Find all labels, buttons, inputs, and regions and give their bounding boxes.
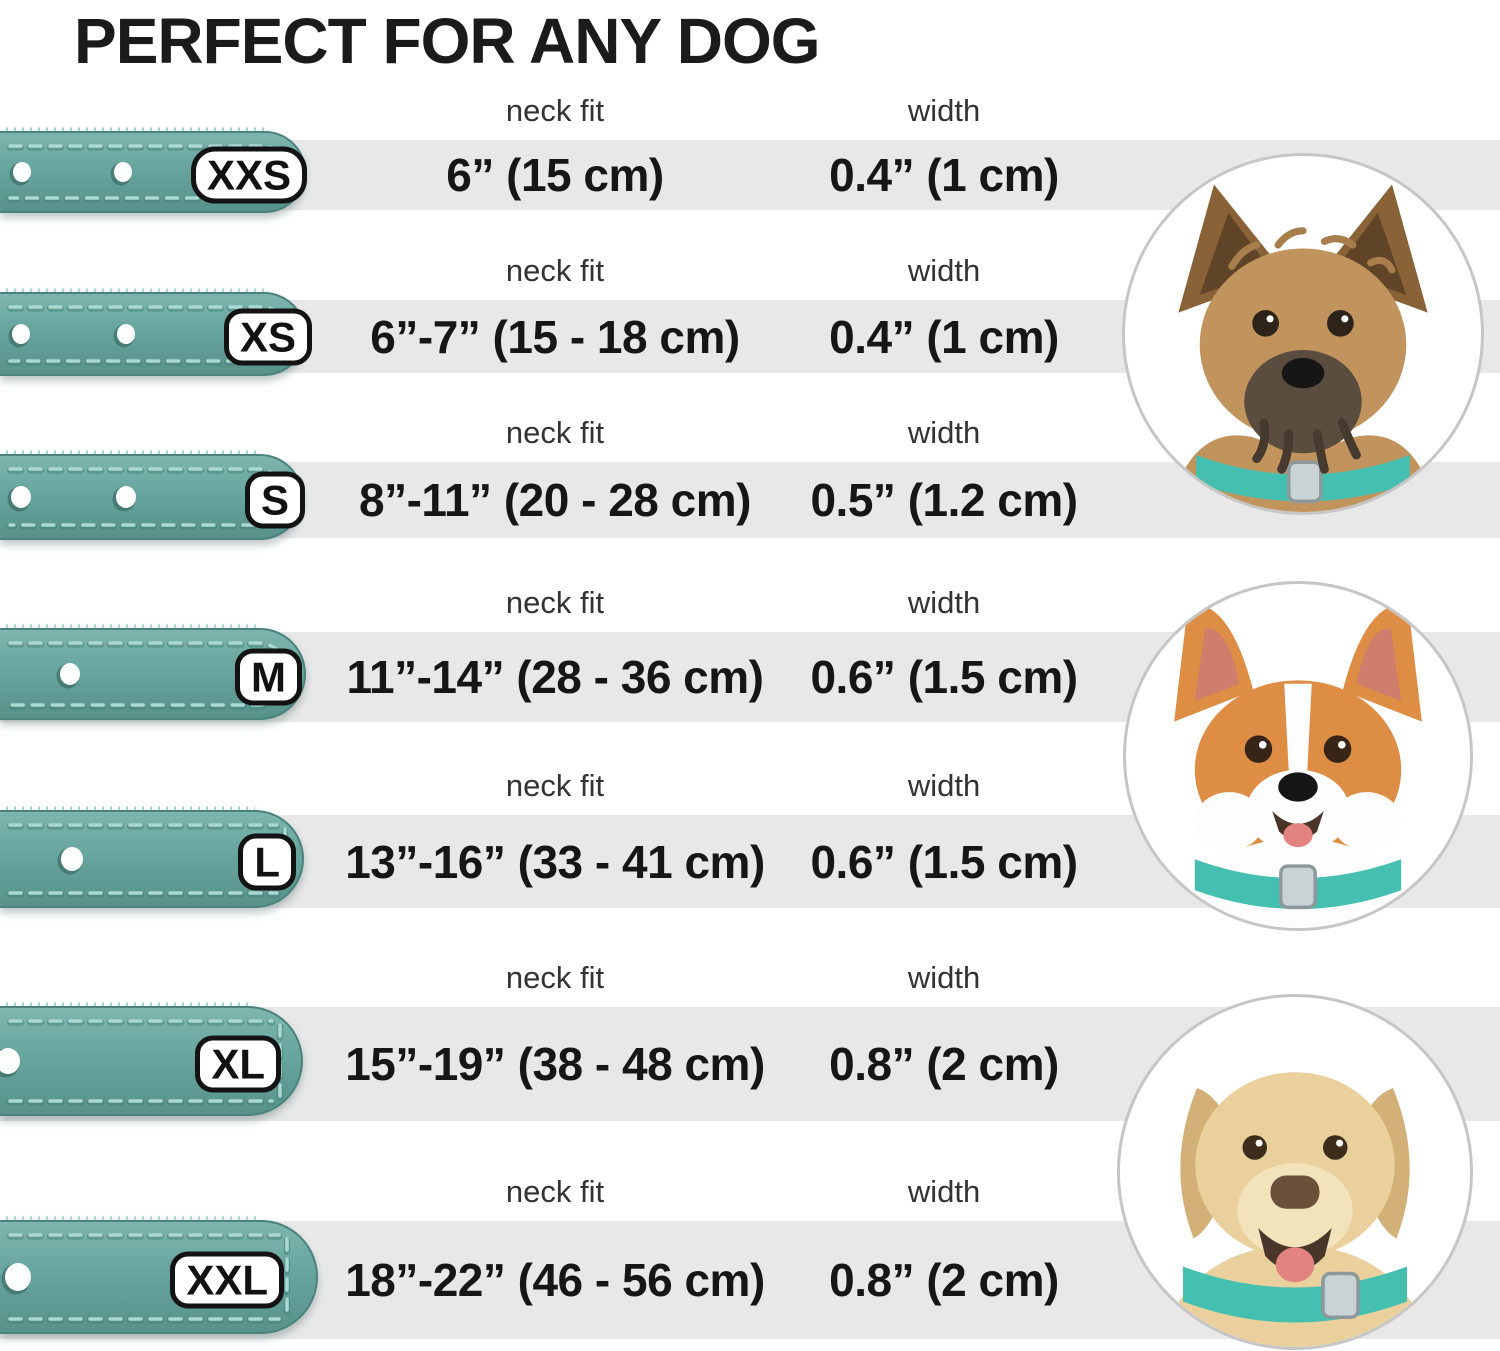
width-column-label: width (907, 960, 981, 995)
size-badge: XL (195, 1035, 281, 1093)
width-value: 0.4” (1 cm) (829, 149, 1059, 201)
width-value: 0.5” (1.2 cm) (810, 474, 1078, 526)
size-badge: XS (223, 307, 312, 366)
width-column-label: width (907, 1174, 981, 1209)
dog-photo-labrador (1117, 994, 1473, 1350)
collar-illustration-xxl: XXL (0, 1213, 331, 1347)
neck-fit-value: 8”-11” (20 - 28 cm) (359, 474, 751, 526)
corgi-illustration (1171, 604, 1425, 928)
page-title: PERFECT FOR ANY DOG (74, 5, 820, 77)
size-badge: M (235, 648, 302, 706)
column-labels: neck fit width (0, 1175, 1500, 1209)
width-value: 0.8” (2 cm) (829, 1038, 1059, 1090)
neck-fit-column-label: neck fit (505, 768, 605, 803)
collar-illustration-xxs: XXS (0, 124, 319, 226)
column-labels: neck fit width (0, 769, 1500, 803)
neck-fit-column-label: neck fit (505, 1174, 605, 1209)
neck-fit-value: 11”-14” (28 - 36 cm) (346, 651, 764, 703)
neck-fit-value: 13”-16” (33 - 41 cm) (345, 835, 765, 888)
width-value: 0.8” (2 cm) (829, 1254, 1059, 1306)
neck-fit-value: 15”-19” (38 - 48 cm) (345, 1038, 765, 1090)
collar-illustration-xl: XL (0, 999, 316, 1129)
dog-photo-terrier (1122, 153, 1484, 515)
collar-illustration-m: M (0, 621, 319, 733)
size-badge: S (244, 471, 305, 529)
terrier-illustration (1168, 184, 1438, 512)
width-column-label: width (907, 253, 981, 288)
neck-fit-column-label: neck fit (505, 253, 605, 288)
column-labels: neck fit width (0, 961, 1500, 995)
column-labels: neck fit width (0, 94, 1500, 128)
neck-fit-column-label: neck fit (505, 585, 605, 620)
width-column-label: width (907, 415, 981, 450)
column-labels: neck fit width (0, 416, 1500, 450)
width-column-label: width (907, 585, 981, 620)
width-value: 0.6” (1.5 cm) (810, 835, 1078, 888)
width-value: 0.6” (1.5 cm) (810, 651, 1078, 703)
neck-fit-value: 18”-22” (46 - 56 cm) (345, 1254, 765, 1306)
dog-photo-corgi (1123, 581, 1473, 931)
width-column-label: width (907, 768, 981, 803)
size-badge: L (238, 832, 296, 891)
width-column-label: width (907, 93, 981, 128)
size-row-s: neck fit width 8”-11” (20 - 28 cm) 0.5” … (0, 416, 1500, 540)
collar-illustration-l: L (0, 803, 317, 921)
size-badge: XXL (170, 1251, 284, 1309)
neck-fit-value: 6” (15 cm) (446, 149, 664, 201)
collar-illustration-xs: XS (0, 285, 319, 389)
size-row-xxl: neck fit width 18”-22” (46 - 56 cm) 0.8”… (0, 1175, 1500, 1339)
column-labels: neck fit width (0, 254, 1500, 288)
size-badge: XXS (190, 146, 307, 204)
neck-fit-column-label: neck fit (505, 960, 605, 995)
neck-fit-column-label: neck fit (505, 415, 605, 450)
neck-fit-column-label: neck fit (505, 93, 605, 128)
labrador-illustration (1156, 1072, 1434, 1347)
collar-illustration-s: S (0, 447, 316, 553)
neck-fit-value: 6”-7” (15 - 18 cm) (370, 310, 740, 363)
width-value: 0.4” (1 cm) (829, 310, 1059, 363)
column-labels: neck fit width (0, 586, 1500, 620)
